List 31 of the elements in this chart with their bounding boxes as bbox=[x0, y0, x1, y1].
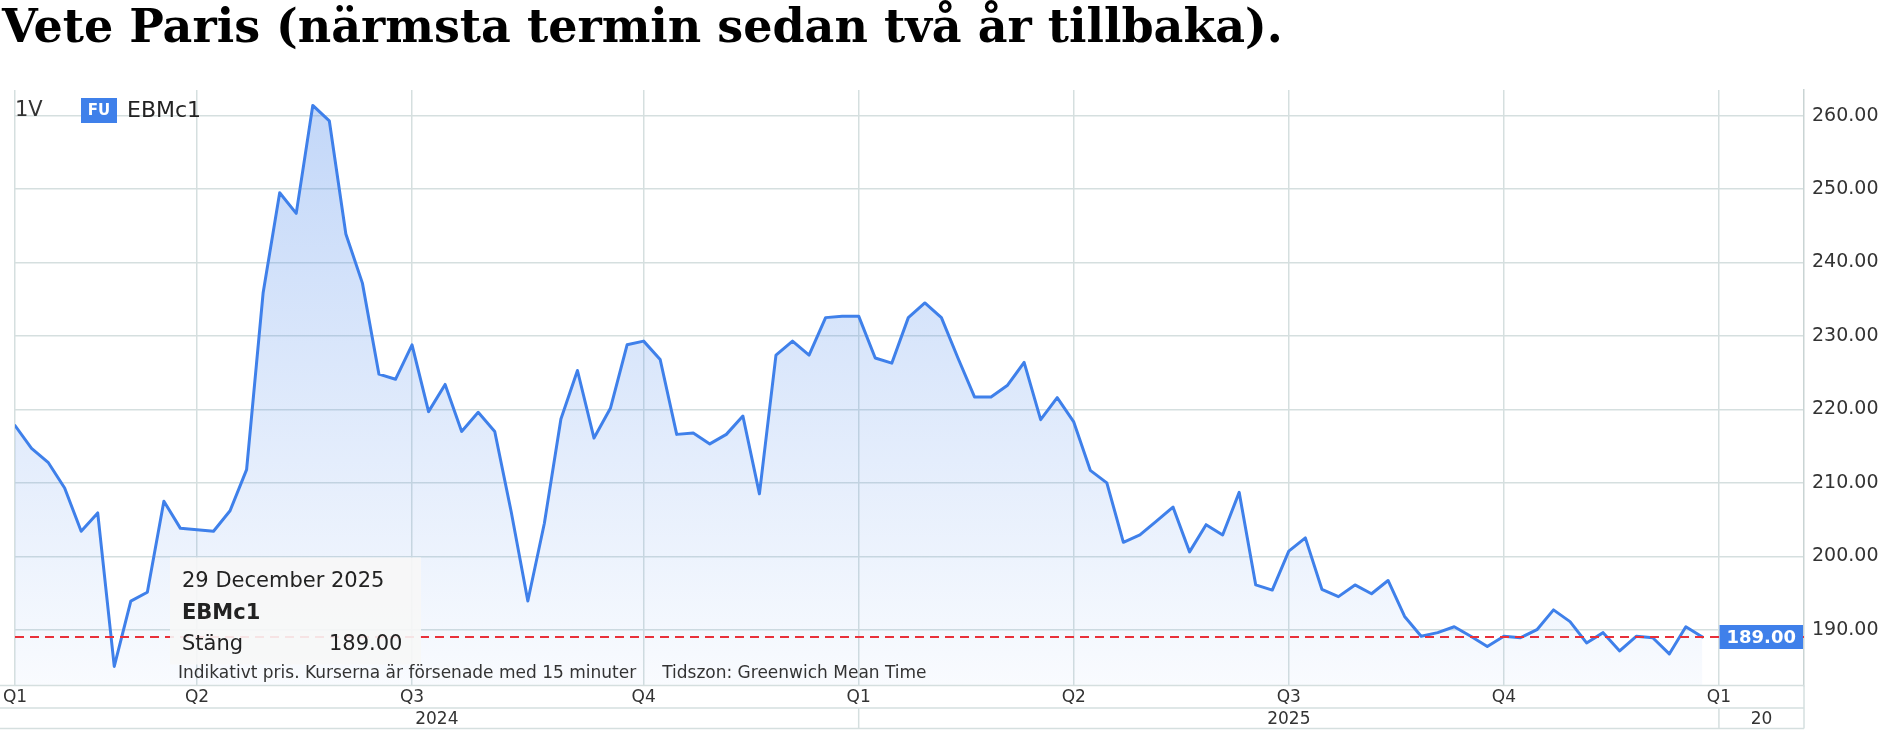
text: 2024 bbox=[415, 707, 459, 728]
y-tick-label: 260.00 bbox=[1812, 102, 1879, 125]
y-tick-label: 240.00 bbox=[1812, 249, 1879, 272]
x-tick-label: Q1 bbox=[1706, 686, 1732, 707]
x-tick-label: Q3 bbox=[399, 686, 425, 707]
y-tick-label: 220.00 bbox=[1812, 396, 1879, 419]
text: 2025 bbox=[1267, 707, 1311, 728]
annotation: Stäng bbox=[182, 630, 244, 655]
x-tick-label: Q1 bbox=[846, 686, 871, 707]
text: 20 bbox=[1750, 707, 1773, 728]
x-tick-label: Q3 bbox=[1276, 686, 1301, 707]
y-tick-label: 190.00 bbox=[1812, 616, 1879, 639]
y-tick-label: 200.00 bbox=[1812, 543, 1879, 566]
y-tick-label: 230.00 bbox=[1812, 322, 1879, 345]
x-tick-label: Q1 bbox=[2, 686, 28, 707]
annotation: Indikativt pris. Kurserna är försenade med 15 minuter bbox=[178, 661, 637, 682]
x-tick-label: Q4 bbox=[1491, 686, 1516, 707]
annotation: Tidszon: Greenwich Mean Time bbox=[661, 661, 927, 682]
x-tick-label: Q2 bbox=[184, 686, 210, 707]
y-tick-label: 210.00 bbox=[1812, 469, 1879, 492]
legend-label: EBMc1 bbox=[127, 96, 202, 122]
ref-line-label: 189.00 bbox=[1726, 625, 1796, 647]
annotation: 189.00 bbox=[329, 630, 403, 655]
annotation: 29 December 2025 bbox=[182, 567, 385, 592]
annotation: EBMc1 bbox=[182, 599, 261, 624]
annotation: 1V bbox=[15, 97, 44, 122]
chart-title: Vete Paris (närmsta termin sedan två år tillbaka). bbox=[1, 0, 1283, 53]
x-tick-label: Q2 bbox=[1061, 686, 1086, 707]
x-tick-label: Q4 bbox=[631, 686, 656, 707]
annotation: FU bbox=[87, 100, 111, 119]
y-tick-label: 250.00 bbox=[1812, 176, 1879, 199]
